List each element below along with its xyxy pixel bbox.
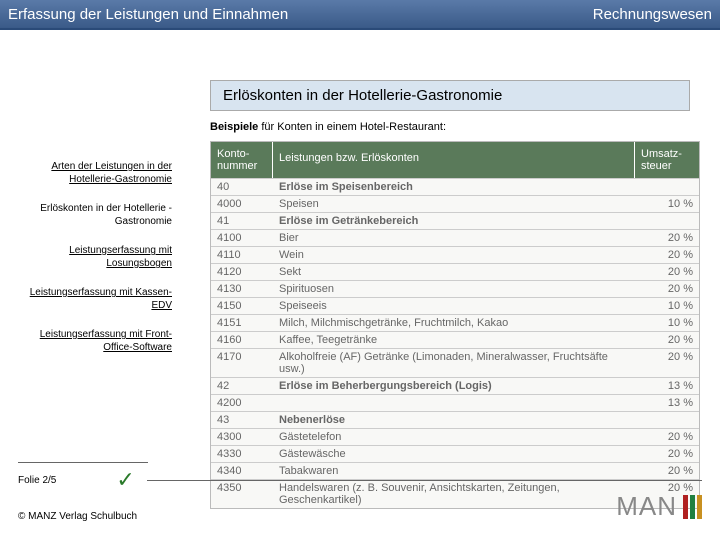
cell-text: Bier [273,230,635,246]
sidebar-item[interactable]: Leistungserfassung mit Losungsbogen [18,244,172,270]
cell-num: 4151 [211,315,273,331]
cell-pct: 20 % [635,230,699,246]
cell-text: Gästetelefon [273,429,635,445]
cell-pct: 10 % [635,298,699,314]
table-row: 4150Speiseeis10 % [211,297,699,314]
cell-text: Sekt [273,264,635,280]
cell-text: Erlöse im Beherbergungsbereich (Logis) [273,378,635,394]
slide-number: Folie 2/5 [18,475,56,486]
cell-pct [635,213,699,229]
table-row: 43Nebenerlöse [211,411,699,428]
table-row: 4100Bier20 % [211,229,699,246]
cell-text: Spirituosen [273,281,635,297]
cell-num: 4300 [211,429,273,445]
footer: Folie 2/5 ✓ © MANZ Verlag Schulbuch [18,462,702,522]
cell-text: Speiseeis [273,298,635,314]
check-icon: ✓ [116,467,134,493]
header-title-left: Erfassung der Leistungen und Einnahmen [8,6,288,23]
subtitle: Beispiele für Konten in einem Hotel-Rest… [210,121,720,133]
logo-bar [683,495,688,519]
cell-text: Alkoholfreie (AF) Getränke (Limonaden, M… [273,349,635,377]
sidebar-item[interactable]: Leistungserfassung mit Front- Office-Sof… [18,328,172,354]
table-row: 4300Gästetelefon20 % [211,428,699,445]
cell-num: 4150 [211,298,273,314]
cell-pct: 10 % [635,196,699,212]
table-row: 4151Milch, Milchmischgetränke, Fruchtmil… [211,314,699,331]
cell-pct: 13 % [635,395,699,411]
sidebar-item[interactable]: Arten der Leistungen in der Hotellerie-G… [18,160,172,186]
cell-text: Milch, Milchmischgetränke, Fruchtmilch, … [273,315,635,331]
cell-pct: 20 % [635,264,699,280]
cell-text: Erlöse im Getränkebereich [273,213,635,229]
table-row: 4200 13 % [211,394,699,411]
cell-text: Nebenerlöse [273,412,635,428]
cell-num: 4120 [211,264,273,280]
table-row: 41Erlöse im Getränkebereich [211,212,699,229]
logo-bar [690,495,695,519]
table-row: 4170Alkoholfreie (AF) Getränke (Limonade… [211,348,699,377]
header-title-right: Rechnungswesen [593,6,712,23]
cell-num: 41 [211,213,273,229]
cell-pct: 20 % [635,247,699,263]
cell-num: 4170 [211,349,273,377]
table-row: 4110Wein20 % [211,246,699,263]
cell-text: Gästewäsche [273,446,635,462]
table-header-row: Konto-nummer Leistungen bzw. Erlöskonten… [211,142,699,178]
table-row: 4130Spirituosen20 % [211,280,699,297]
cell-num: 4110 [211,247,273,263]
sidebar-item[interactable]: Erlöskonten in der Hotellerie -Gastronom… [18,202,172,228]
cell-pct: 20 % [635,349,699,377]
cell-pct: 20 % [635,332,699,348]
cell-pct [635,412,699,428]
cell-text: Kaffee, Teegetränke [273,332,635,348]
cell-pct: 13 % [635,378,699,394]
table-row: 40Erlöse im Speisenbereich [211,178,699,195]
manz-logo: MAN [616,491,702,522]
table-row: 42Erlöse im Beherbergungsbereich (Logis)… [211,377,699,394]
table-row: 4000Speisen10 % [211,195,699,212]
cell-num: 4160 [211,332,273,348]
cell-text: Wein [273,247,635,263]
table-row: 4120Sekt20 % [211,263,699,280]
header-bar: Erfassung der Leistungen und Einnahmen R… [0,0,720,30]
sidebar-item[interactable]: Leistungserfassung mit Kassen- EDV [18,286,172,312]
cell-pct: 10 % [635,315,699,331]
logo-text: MAN [616,491,677,522]
cell-num: 4130 [211,281,273,297]
cell-num: 43 [211,412,273,428]
col-header-umsatzsteuer: Umsatz-steuer [635,142,699,178]
cell-num: 4200 [211,395,273,411]
cell-num: 4000 [211,196,273,212]
accounts-table: Konto-nummer Leistungen bzw. Erlöskonten… [210,141,700,509]
copyright: © MANZ Verlag Schulbuch [18,511,702,522]
col-header-kontonummer: Konto-nummer [211,142,273,178]
cell-pct [635,179,699,195]
cell-text [273,395,635,411]
cell-num: 4100 [211,230,273,246]
table-row: 4160Kaffee, Teegetränke20 % [211,331,699,348]
cell-pct: 20 % [635,281,699,297]
cell-num: 40 [211,179,273,195]
col-header-leistungen: Leistungen bzw. Erlöskonten [273,142,635,178]
cell-text: Speisen [273,196,635,212]
cell-pct: 20 % [635,429,699,445]
cell-pct: 20 % [635,446,699,462]
logo-bar [697,495,702,519]
cell-num: 42 [211,378,273,394]
cell-text: Erlöse im Speisenbereich [273,179,635,195]
cell-num: 4330 [211,446,273,462]
sidebar-nav: Arten der Leistungen in der Hotellerie-G… [0,160,180,370]
table-row: 4330Gästewäsche20 % [211,445,699,462]
section-title: Erlöskonten in der Hotellerie-Gastronomi… [210,80,690,111]
